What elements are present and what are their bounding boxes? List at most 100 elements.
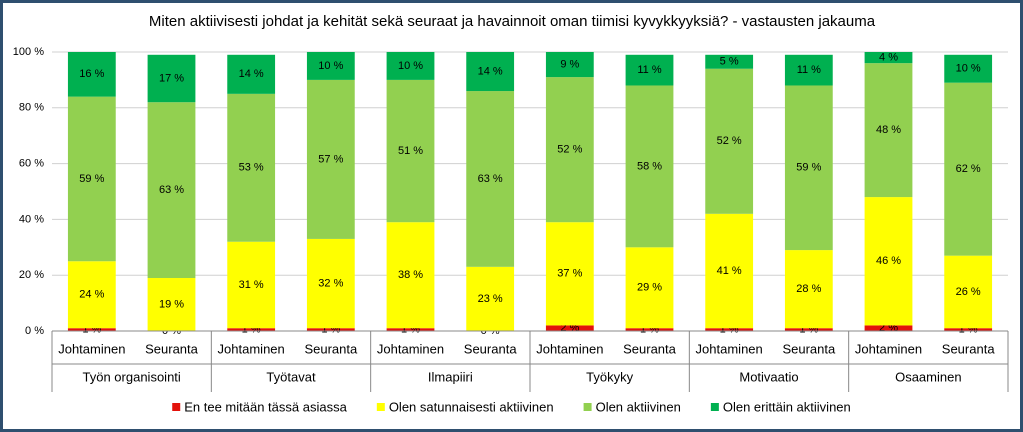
bar-segment (784, 328, 833, 331)
bar-segment (864, 63, 913, 198)
bar-segment (545, 222, 594, 326)
value-label: 16 % (79, 68, 104, 80)
y-tick-label: 100 % (13, 46, 44, 58)
y-tick-label: 80 % (19, 102, 44, 114)
bar-segment (147, 54, 196, 103)
x-tick-label: Johtaminen (377, 341, 444, 356)
bar-segment (466, 52, 515, 92)
legend-swatch (710, 403, 719, 411)
value-label: 17 % (159, 72, 184, 84)
value-label: 14 % (239, 68, 264, 80)
value-label: 52 % (557, 144, 582, 156)
bar-segment (67, 328, 116, 331)
value-label: 23 % (478, 293, 503, 305)
x-tick-label: Seuranta (782, 341, 836, 356)
bar-segment (466, 91, 515, 267)
value-label: 59 % (796, 162, 821, 174)
bar-segment (864, 197, 913, 326)
bar-segment (545, 52, 594, 78)
value-label: 51 % (398, 145, 423, 157)
legend-swatch (583, 403, 592, 411)
value-label: 9 % (560, 58, 579, 70)
x-tick-label: Johtaminen (58, 341, 125, 356)
value-label: 52 % (717, 135, 742, 147)
bar-segment (386, 328, 435, 331)
bar-segment (227, 328, 276, 331)
value-label: 28 % (796, 283, 821, 295)
bar-segment (784, 54, 833, 86)
bar-segment (306, 52, 355, 80)
value-label: 10 % (318, 60, 343, 72)
bar-segment (67, 261, 116, 329)
value-label: 26 % (956, 286, 981, 298)
legend-swatch (172, 403, 181, 411)
value-label: 32 % (318, 277, 343, 289)
value-label: 37 % (557, 268, 582, 280)
y-tick-label: 40 % (19, 213, 44, 225)
group-label: Ilmapiiri (428, 369, 473, 384)
group-label: Työn organisointi (83, 369, 181, 384)
value-label: 48 % (876, 124, 901, 136)
value-label: 46 % (876, 255, 901, 267)
value-label: 58 % (637, 160, 662, 172)
bar-segment (545, 77, 594, 223)
bar-segment (625, 85, 674, 248)
y-tick-label: 20 % (19, 269, 44, 281)
x-tick-label: Seuranta (304, 341, 358, 356)
bar-segment (147, 102, 196, 278)
value-label: 59 % (79, 173, 104, 185)
value-label: 63 % (159, 184, 184, 196)
x-tick-label: Seuranta (464, 341, 518, 356)
group-label: Osaaminen (895, 369, 961, 384)
bar-segment (944, 328, 993, 331)
value-label: 19 % (159, 298, 184, 310)
value-label: 24 % (79, 289, 104, 301)
bar-segment (386, 222, 435, 329)
x-tick-label: Johtaminen (696, 341, 763, 356)
value-label: 11 % (637, 64, 661, 76)
bar-segment (944, 54, 993, 83)
group-label: Motivaatio (739, 369, 798, 384)
value-label: 41 % (717, 265, 742, 277)
x-tick-label: Seuranta (623, 341, 677, 356)
legend-label: En tee mitään tässä asiassa (184, 399, 347, 414)
legend-label: Olen satunnaisesti aktiivinen (389, 399, 554, 414)
bar-segment (466, 266, 515, 331)
bar-segment (147, 277, 196, 331)
bar-segment (306, 328, 355, 331)
bar-segment (784, 85, 833, 251)
bar-segment (67, 52, 116, 97)
x-tick-label: Johtaminen (536, 341, 603, 356)
bar-segment (227, 54, 276, 94)
value-label: 57 % (318, 153, 343, 165)
value-label: 62 % (956, 163, 981, 175)
value-label: 31 % (239, 279, 264, 291)
bar-segment (705, 328, 754, 331)
bar-segment (864, 52, 913, 64)
value-label: 10 % (398, 60, 423, 72)
y-tick-label: 60 % (19, 158, 44, 170)
bar-segment (386, 79, 435, 223)
x-tick-label: Johtaminen (218, 341, 285, 356)
bar-segment (306, 238, 355, 329)
bar-segment (227, 241, 276, 329)
x-tick-label: Johtaminen (855, 341, 922, 356)
value-label: 4 % (879, 51, 898, 63)
bar-segment (705, 213, 754, 329)
value-label: 38 % (398, 269, 423, 281)
bar-segment (67, 96, 116, 262)
value-label: 63 % (478, 173, 503, 185)
x-tick-label: Seuranta (145, 341, 199, 356)
value-label: 14 % (478, 65, 503, 77)
bar-segment (227, 93, 276, 242)
value-label: 10 % (956, 63, 981, 75)
legend-label: Olen erittäin aktiivinen (723, 399, 851, 414)
value-label: 53 % (239, 162, 264, 174)
legend-swatch (376, 403, 385, 411)
bar-segment (306, 79, 355, 239)
bar-segment (625, 54, 674, 86)
chart-title: Miten aktiivisesti johdat ja kehität sek… (149, 13, 876, 30)
bar-segment (705, 54, 754, 69)
